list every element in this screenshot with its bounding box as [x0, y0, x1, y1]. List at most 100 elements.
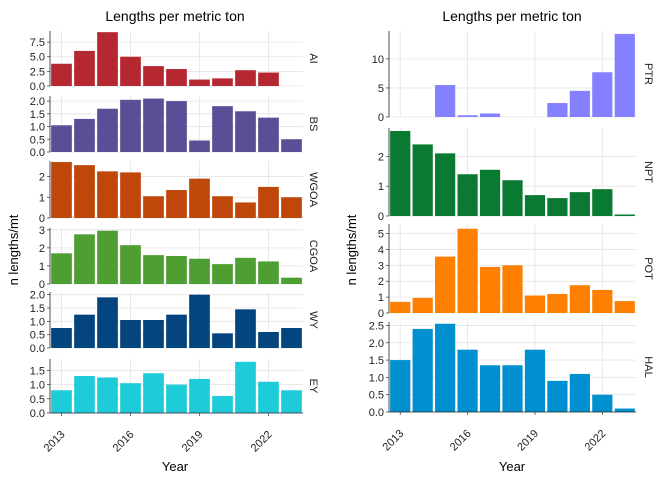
bar-npt-2013 [390, 130, 411, 216]
x-tick-label-2022: 2022 [249, 429, 275, 455]
bar-wgoa-2017 [143, 196, 164, 218]
x-tick-label-2016: 2016 [448, 428, 474, 454]
bar-pot-2023 [614, 301, 635, 313]
y-tick-label: 2 [39, 243, 45, 255]
bar-cgoa-2013 [51, 253, 72, 284]
y-tick-label: 5 [378, 229, 384, 241]
y-tick-label: 0.0 [369, 407, 384, 419]
y-tick-label: 0.0 [30, 81, 45, 93]
bar-ey-2019 [189, 378, 210, 413]
left-chart-title: Lengths per metric ton [105, 8, 244, 24]
bar-cgoa-2022 [258, 261, 279, 284]
bar-cgoa-2016 [120, 245, 141, 284]
facet-ptr: 0 5 10 PTR [372, 31, 654, 124]
y-tick-label: 1.5 [30, 303, 45, 315]
bar-wgoa-2016 [120, 172, 141, 218]
bar-cgoa-2021 [235, 257, 256, 284]
facet-cgoa: 0 1 2 3 CGOA [39, 225, 319, 291]
bar-ai-2017 [143, 66, 164, 86]
bar-wgoa-2018 [166, 190, 187, 218]
bar-ey-2023 [281, 390, 302, 413]
bar-hal-2018 [502, 365, 523, 412]
y-tick-label: 1 [378, 181, 384, 193]
bar-ey-2018 [166, 384, 187, 413]
bar-pot-2014 [412, 297, 433, 313]
facet-hal: 0.0 0.5 1.0 1.5 2.0 2.5 HAL [369, 320, 654, 419]
bar-hal-2013 [390, 360, 411, 412]
bar-ai-2020 [212, 78, 233, 86]
y-tick-label: 3 [378, 260, 384, 272]
bar-wy-2013 [51, 328, 72, 348]
bar-ai-2022 [258, 72, 279, 86]
x-tick-label-2016: 2016 [111, 429, 137, 455]
bar-hal-2016 [457, 349, 478, 412]
strip-label-wgoa: WGOA [307, 172, 319, 207]
bar-ey-2017 [143, 373, 164, 413]
bar-wy-2020 [212, 333, 233, 348]
bar-cgoa-2017 [143, 255, 164, 284]
bar-hal-2015 [435, 323, 456, 412]
y-tick-label: 7.5 [30, 37, 45, 49]
bar-pot-2021 [569, 285, 590, 313]
y-tick-label: 2 [378, 276, 384, 288]
y-tick-label: 0 [378, 211, 384, 223]
bar-hal-2020 [547, 380, 568, 412]
facet-ey: 0.0 0.5 1.0 1.5 EY [30, 359, 319, 420]
bar-bs-2019 [189, 140, 210, 152]
bar-wy-2018 [166, 314, 187, 348]
left-x-axis-title: Year [162, 459, 189, 474]
bar-wgoa-2023 [281, 197, 302, 218]
facet-pot: 0 1 2 3 4 5 POT [378, 224, 654, 320]
bar-hal-2021 [569, 373, 590, 412]
bar-ai-2021 [235, 70, 256, 86]
right-y-axis-title: n lengths/mt [344, 214, 359, 285]
y-tick-label: 1 [378, 292, 384, 304]
bar-cgoa-2018 [166, 256, 187, 284]
y-tick-label: 0 [378, 308, 384, 320]
bar-wgoa-2013 [51, 162, 72, 218]
bar-npt-2022 [592, 189, 613, 216]
bar-bs-2018 [166, 101, 187, 152]
y-tick-label: 0.5 [369, 390, 384, 402]
x-tick-label-2013: 2013 [42, 429, 68, 455]
strip-label-wy: WY [307, 311, 319, 329]
strip-label-bs: BS [307, 117, 319, 132]
bar-ai-2013 [51, 63, 72, 86]
facet-ai: 0.0 2.5 5.0 7.5 AI [30, 31, 319, 93]
y-tick-label: 1.5 [30, 109, 45, 121]
bar-bs-2016 [120, 99, 141, 152]
x-tick-label-2019: 2019 [515, 428, 541, 454]
bar-ai-2018 [166, 69, 187, 86]
bar-npt-2014 [412, 144, 433, 216]
y-tick-label: 0.0 [30, 343, 45, 355]
bar-wy-2021 [235, 309, 256, 348]
bar-wgoa-2021 [235, 202, 256, 218]
right-x-axis-title: Year [499, 459, 526, 474]
bar-wy-2019 [189, 294, 210, 348]
y-tick-label: 1.0 [30, 316, 45, 328]
strip-label-ey: EY [307, 379, 319, 394]
x-tick-label-2022: 2022 [583, 428, 609, 454]
y-tick-label: 2.5 [30, 66, 45, 78]
bar-ey-2014 [74, 376, 95, 413]
strip-label-hal: HAL [642, 356, 654, 377]
bar-cgoa-2014 [74, 234, 95, 284]
bar-npt-2019 [524, 195, 546, 216]
bar-bs-2015 [97, 108, 118, 152]
bar-ey-2021 [235, 361, 256, 413]
bar-npt-2021 [569, 192, 590, 216]
bar-hal-2017 [479, 365, 501, 412]
bar-hal-2023 [614, 408, 635, 412]
bar-ptr-2015 [435, 85, 456, 117]
y-tick-label: 2.0 [30, 96, 45, 108]
bar-bs-2023 [281, 139, 302, 152]
y-tick-label: 0.5 [30, 330, 45, 342]
y-tick-label: 0.5 [30, 134, 45, 146]
bar-ey-2013 [51, 390, 72, 413]
bar-hal-2022 [592, 394, 613, 412]
y-tick-label: 1.5 [369, 355, 384, 367]
bar-pot-2017 [479, 266, 501, 313]
y-tick-label: 1.0 [30, 380, 45, 392]
y-tick-label: 5.0 [30, 52, 45, 64]
